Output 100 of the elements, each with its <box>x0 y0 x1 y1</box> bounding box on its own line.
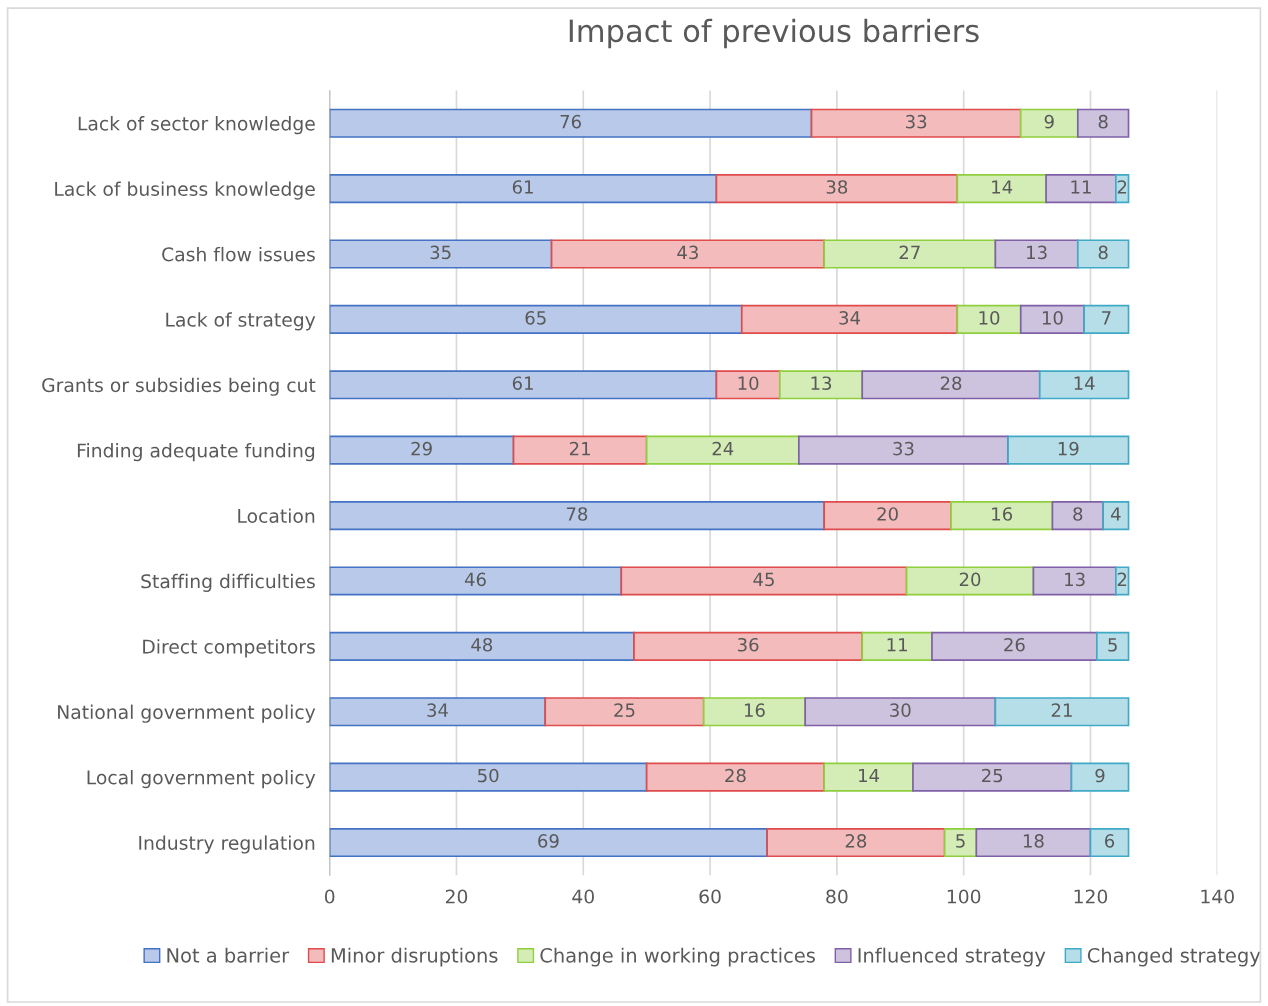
data-label: 25 <box>614 703 635 717</box>
bar <box>912 762 1073 792</box>
data-label: 16 <box>744 703 765 717</box>
bar <box>778 370 864 400</box>
bar <box>329 174 718 204</box>
bar <box>810 108 1022 138</box>
bar <box>823 501 952 531</box>
bar <box>1115 566 1130 596</box>
bar <box>512 435 648 465</box>
x-tick-label: 140 <box>1201 889 1234 904</box>
x-tick-label: 100 <box>947 889 981 904</box>
data-label: 61 <box>512 376 533 391</box>
y-tick-label: National government policy <box>58 704 316 723</box>
data-label: 11 <box>1071 180 1091 194</box>
bar <box>943 827 978 858</box>
data-label: 13 <box>1065 572 1085 587</box>
data-label: 5 <box>956 834 965 848</box>
bar <box>994 697 1130 727</box>
data-label: 16 <box>992 507 1013 521</box>
data-label: 8 <box>1098 114 1108 129</box>
data-label: 25 <box>982 768 1003 783</box>
y-tick-label: Industry regulation <box>139 835 315 854</box>
data-label: 35 <box>430 245 451 260</box>
data-label: 30 <box>890 703 911 717</box>
bar <box>1007 435 1130 465</box>
bar <box>329 762 648 792</box>
bar <box>645 435 800 465</box>
bar <box>329 566 623 596</box>
bar <box>823 239 997 269</box>
x-tick-label: 40 <box>572 889 594 904</box>
data-label: 43 <box>677 245 698 260</box>
data-label: 65 <box>525 310 546 325</box>
bar <box>1038 370 1130 400</box>
bar <box>715 174 959 204</box>
bar <box>633 631 864 661</box>
data-label: 10 <box>1042 310 1063 325</box>
bar <box>1070 762 1130 792</box>
bar <box>740 304 959 334</box>
data-label: 45 <box>753 572 774 587</box>
data-label: 76 <box>560 114 581 129</box>
y-tick-label: Location <box>238 508 315 523</box>
bar <box>956 304 1022 334</box>
x-tick-label: 0 <box>324 889 335 904</box>
bar <box>931 631 1098 661</box>
bar <box>1076 239 1130 269</box>
data-label: 7 <box>1102 311 1111 325</box>
data-label: 38 <box>826 180 848 194</box>
data-label: 14 <box>1074 376 1095 390</box>
chart-title: Impact of previous barriers <box>569 18 979 49</box>
bar <box>766 827 946 858</box>
data-label: 11 <box>887 638 907 652</box>
bar <box>329 239 553 269</box>
data-label: 14 <box>859 768 880 783</box>
bar <box>1045 174 1117 204</box>
bar <box>1083 304 1130 334</box>
data-label: 33 <box>906 114 927 129</box>
bar <box>804 697 997 727</box>
data-label: 48 <box>471 637 493 652</box>
bar <box>1019 304 1085 334</box>
bar <box>1051 501 1104 531</box>
bar <box>550 239 826 269</box>
bar <box>1076 108 1130 138</box>
data-label: 21 <box>1051 703 1072 717</box>
bar <box>975 827 1092 858</box>
bar <box>798 435 1009 465</box>
bar <box>1089 827 1130 858</box>
bar <box>1019 108 1079 138</box>
y-tick-label: Cash flow issues <box>162 246 315 262</box>
bar <box>861 370 1041 400</box>
data-label: 14 <box>992 180 1013 194</box>
bar <box>329 631 635 661</box>
data-label: 20 <box>959 572 981 587</box>
data-label: 78 <box>566 507 588 521</box>
bar <box>861 631 933 661</box>
y-tick-label: Lack of business knowledge <box>55 181 315 200</box>
data-label: 18 <box>1023 834 1044 848</box>
data-label: 28 <box>940 376 962 391</box>
bar <box>823 762 914 792</box>
y-tick-label: Local government policy <box>87 770 316 789</box>
data-label: 33 <box>893 441 914 456</box>
data-label: 29 <box>411 441 432 456</box>
data-label: 34 <box>427 703 448 717</box>
bar <box>329 370 718 400</box>
data-label: 28 <box>845 834 867 848</box>
data-label: 9 <box>1095 768 1105 783</box>
legend-label: Influenced strategy <box>858 947 1046 967</box>
y-tick-label: Lack of sector knowledge <box>78 116 315 135</box>
y-tick-label: Direct competitors <box>143 639 315 658</box>
bar <box>1102 501 1130 531</box>
bar <box>702 697 807 727</box>
y-tick-label: Staffing difficulties <box>141 573 315 592</box>
data-label: 8 <box>1073 507 1083 521</box>
bar <box>544 697 705 727</box>
legend-label: Minor disruptions <box>331 947 498 967</box>
bar <box>645 762 826 792</box>
data-label: 8 <box>1098 245 1108 260</box>
bar <box>715 370 781 400</box>
bar <box>329 304 743 334</box>
data-label: 24 <box>712 441 734 456</box>
bar <box>620 566 908 596</box>
